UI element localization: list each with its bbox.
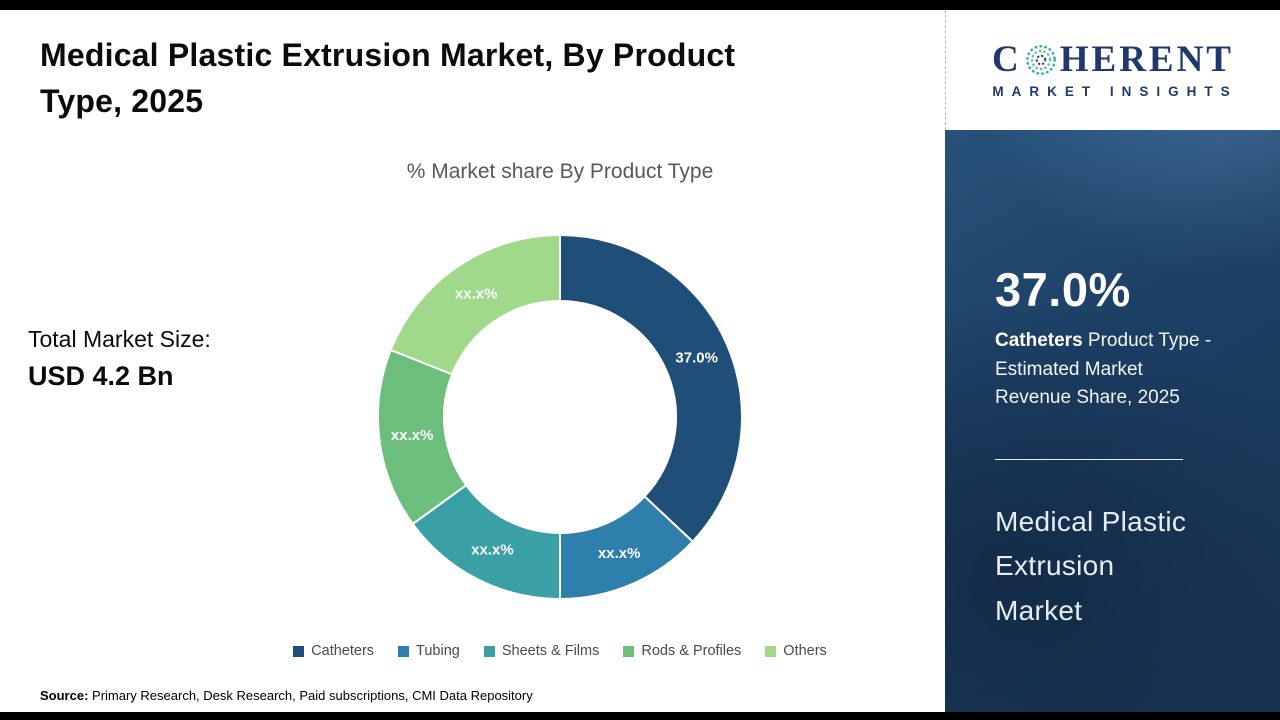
logo-text-rest: HERENT	[1059, 39, 1234, 80]
coherent-logo-wordmark: C HERENT	[992, 41, 1234, 78]
source-text: Primary Research, Desk Research, Paid su…	[88, 688, 533, 703]
slice-label-catheters: 37.0%	[675, 349, 718, 366]
legend-item-tubing: Tubing	[398, 643, 460, 659]
top-black-bar	[0, 0, 1280, 10]
coherent-logo-globe-icon	[1025, 44, 1056, 75]
main-content: Medical Plastic Extrusion Market, By Pro…	[0, 10, 945, 712]
slice-label-others: xx.x%	[455, 285, 498, 302]
stat-value: 37.0%	[995, 263, 1131, 316]
bottom-black-bar	[0, 712, 1280, 720]
legend-swatch-others	[765, 645, 777, 657]
slice-label-tubing: xx.x%	[598, 545, 641, 562]
total-market-label: Total Market Size:	[28, 326, 211, 352]
donut-chart-svg: 37.0% xx.x% xx.x% xx.x% xx.x%	[377, 233, 743, 601]
sidebar: C HERENT MARKET INSIGHTS 37.0% Catheters…	[945, 10, 1280, 712]
slice-label-rods-profiles: xx.x%	[391, 427, 434, 444]
legend-label-others: Others	[783, 643, 827, 659]
legend-swatch-catheters	[293, 645, 305, 657]
stat-category: Catheters	[995, 330, 1083, 351]
legend-label-sheets-films: Sheets & Films	[501, 643, 600, 659]
source-line: Source: Primary Research, Desk Research,…	[40, 688, 533, 703]
chart-title: % Market share By Product Type	[406, 160, 714, 183]
logo-text-c: C	[992, 39, 1022, 80]
legend-swatch-sheets-films	[483, 645, 495, 657]
stat-description-rest: Product Type - Estimated Market Revenue …	[995, 330, 1212, 408]
stat-description: Catheters Product Type - Estimated Marke…	[995, 327, 1217, 413]
legend-item-catheters: Catheters	[293, 643, 374, 659]
legend-label-catheters: Catheters	[311, 643, 375, 659]
sidebar-market-name: Medical Plastic Extrusion Market	[995, 505, 1187, 627]
slice-label-sheets-films: xx.x%	[471, 541, 514, 558]
page-title: Medical Plastic Extrusion Market, By Pro…	[40, 37, 736, 120]
legend-label-rods-profiles: Rods & Profiles	[641, 643, 742, 659]
legend-item-rods-profiles: Rods & Profiles	[623, 643, 741, 659]
coherent-logo: C HERENT MARKET INSIGHTS	[945, 10, 1280, 130]
donut-chart: 37.0% xx.x% xx.x% xx.x% xx.x%	[375, 232, 745, 602]
total-market-block: Total Market Size: USD 4.2 Bn	[28, 326, 211, 392]
total-market-value: USD 4.2 Bn	[28, 361, 174, 391]
legend-item-sheets-films: Sheets & Films	[483, 643, 600, 659]
legend-label-tubing: Tubing	[416, 643, 460, 659]
sidebar-divider	[995, 458, 1183, 460]
logo-subtitle: MARKET INSIGHTS	[992, 84, 1238, 99]
donut-slice-others	[389, 233, 561, 376]
donut-slice-catheters	[559, 233, 743, 544]
legend-swatch-rods-profiles	[623, 645, 635, 657]
legend-swatch-tubing	[398, 645, 410, 657]
source-label: Source:	[40, 688, 89, 703]
chart-legend: Catheters Tubing Sheets & Films Rods & Prof…	[87, 643, 1033, 659]
legend-item-others: Others	[765, 643, 827, 659]
sidebar-body: 37.0% Catheters Product Type - Estimated…	[945, 130, 1280, 712]
